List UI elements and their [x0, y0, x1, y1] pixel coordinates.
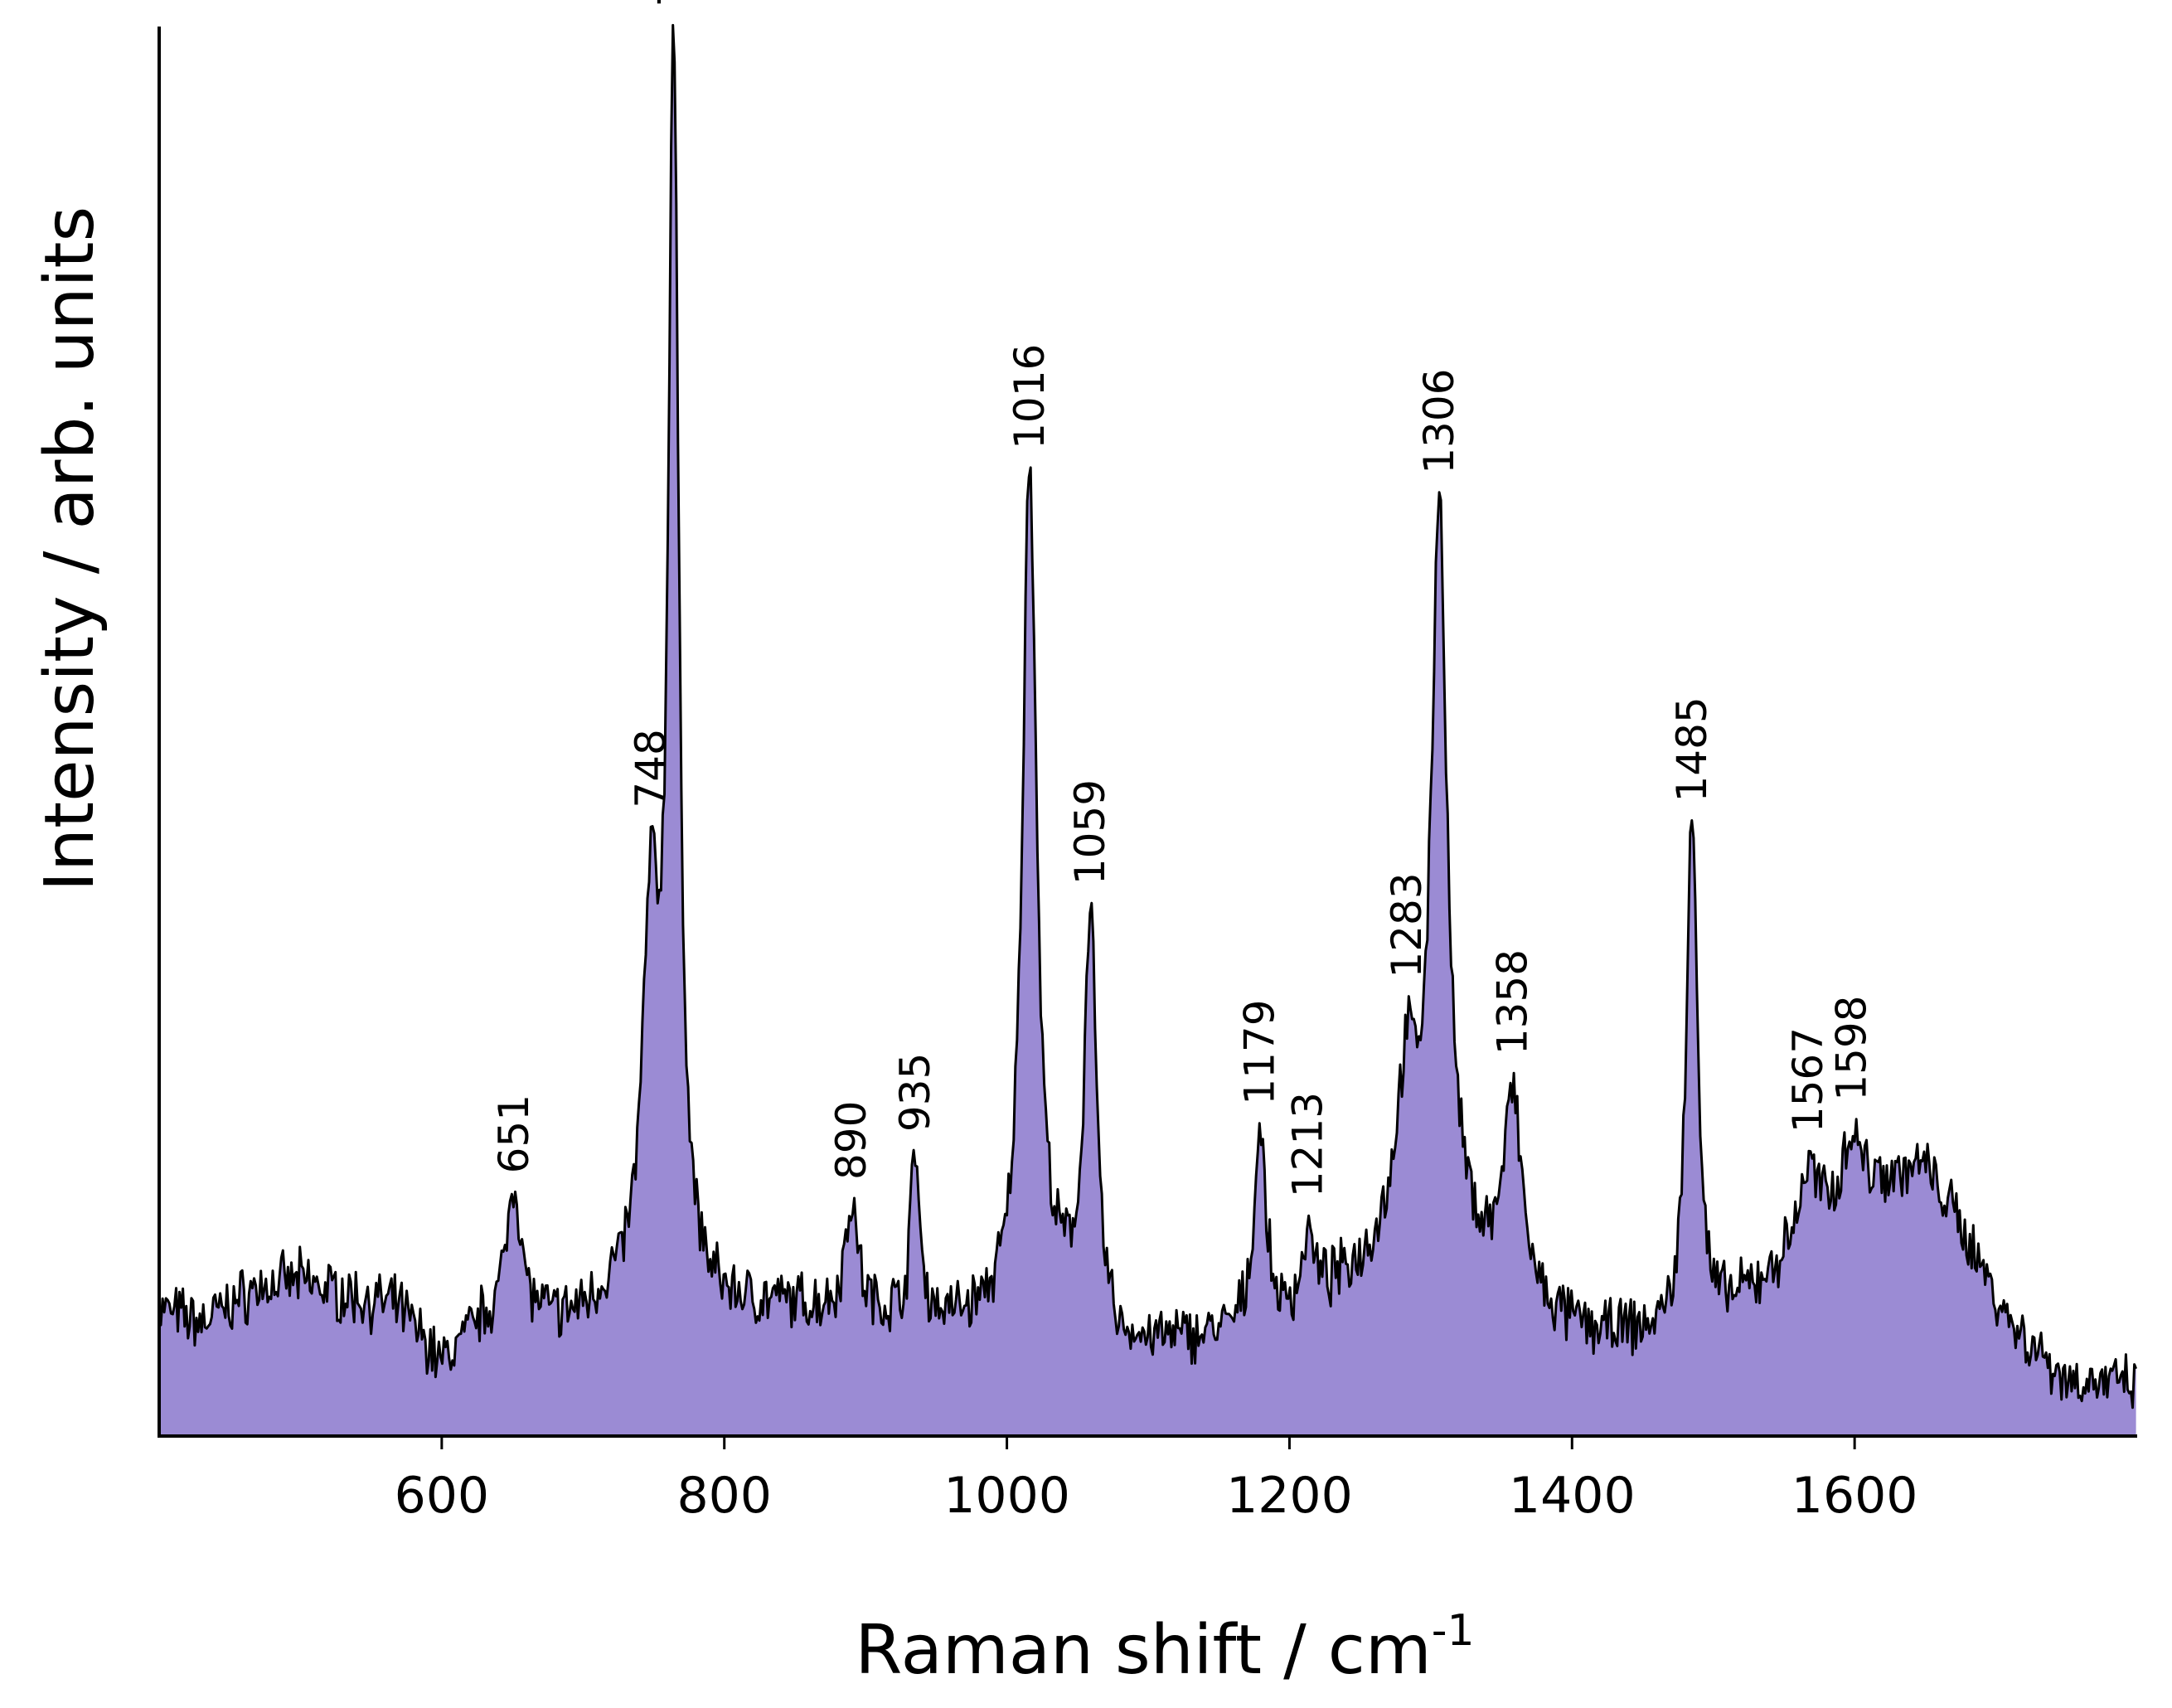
- peak-label-1598: 1598: [1828, 996, 1876, 1101]
- x-axis-ticks: 600 800 1000 1200 1400 1600: [395, 1436, 1918, 1525]
- peak-label-1283: 1283: [1383, 872, 1431, 978]
- x-tick-label: 1400: [1509, 1467, 1636, 1525]
- axes-frame: [158, 27, 2137, 1438]
- peak-label-1213: 1213: [1284, 1092, 1332, 1197]
- x-tick-label: 1000: [943, 1467, 1070, 1525]
- peak-label-1567: 1567: [1784, 1027, 1832, 1133]
- x-tick-label: 1200: [1226, 1467, 1353, 1525]
- peak-label-1059: 1059: [1066, 779, 1114, 885]
- peak-label-1358: 1358: [1489, 949, 1537, 1055]
- x-tick-label: 1600: [1791, 1467, 1918, 1525]
- peak-label-764: 764: [649, 0, 697, 7]
- spectrum-line: [158, 23, 2138, 1410]
- peak-label-1016: 1016: [1006, 344, 1054, 449]
- x-axis-title: Raman shift / cm-1: [855, 1606, 1474, 1690]
- peak-label-651: 651: [490, 1094, 538, 1173]
- peak-label-1306: 1306: [1415, 369, 1463, 474]
- peak-label-890: 890: [827, 1101, 875, 1180]
- x-tick-label: 800: [676, 1467, 772, 1525]
- plot-area: [158, 23, 2138, 1436]
- y-axis-title: Intensity / arb. units: [31, 206, 109, 891]
- peak-label-1485: 1485: [1668, 696, 1716, 802]
- spectrum-area-fill: [159, 25, 2136, 1436]
- peak-label-748: 748: [627, 729, 675, 808]
- x-tick-label: 600: [395, 1467, 490, 1525]
- peak-label-935: 935: [891, 1053, 939, 1132]
- peak-label-1179: 1179: [1236, 999, 1284, 1104]
